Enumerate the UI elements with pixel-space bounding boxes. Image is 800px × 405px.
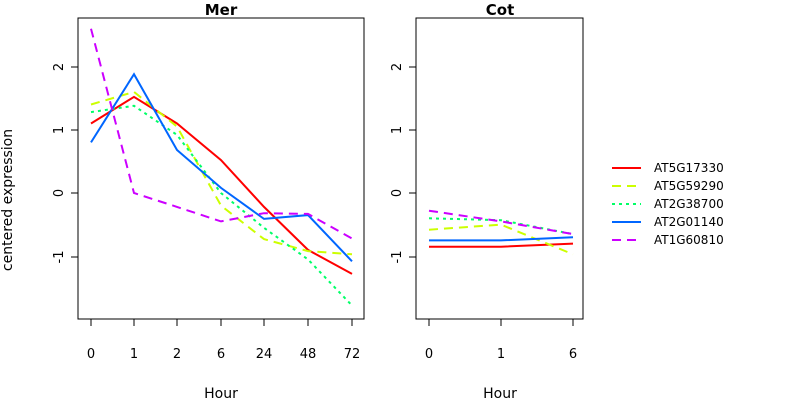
x-tick-label-mer-24: 24 (256, 347, 273, 362)
ticks-cot: 0 1 6 -1 0 1 2 (390, 63, 577, 362)
x-axis-label-cot: Hour (483, 386, 517, 400)
y-tick-label-cot-2: 2 (390, 63, 405, 71)
x-tick-label-cot-1: 1 (497, 347, 505, 362)
panel-mer: Mer Hour 0 1 2 6 24 48 72 -1 0 1 2 (52, 1, 365, 402)
x-tick-label-mer-2: 2 (173, 347, 181, 362)
series-line-mer-at5g17330 (90, 95, 353, 275)
x-tick-label-mer-6: 6 (217, 347, 225, 362)
x-axis-label-mer: Hour (204, 386, 238, 400)
series-line-mer-at1g60810 (90, 28, 353, 240)
legend-label-at5g17330: AT5G17330 (654, 161, 724, 175)
series-line-cot-at2g38700 (428, 217, 574, 236)
x-tick-label-cot-0: 0 (425, 347, 433, 362)
x-tick-label-mer-0: 0 (87, 347, 95, 362)
y-tick-label-cot-1: 1 (390, 126, 405, 134)
plot-frame-mer (77, 17, 365, 320)
series-line-mer-at5g59290 (90, 90, 353, 256)
x-tick-label-mer-48: 48 (300, 347, 317, 362)
y-tick-label-cot-0: 0 (390, 189, 405, 197)
legend-label-at2g38700: AT2G38700 (654, 197, 724, 211)
legend: AT5G17330 AT5G59290 AT2G38700 AT2G01140 AT1G… (612, 161, 724, 247)
panel-cot: Cot Hour 0 1 6 -1 0 1 2 (390, 1, 584, 402)
ticks-mer: 0 1 2 6 24 48 72 -1 0 1 2 (52, 63, 360, 362)
y-axis-label: centered expression (0, 129, 16, 271)
series-cot (428, 209, 574, 256)
y-tick-label-cot--1: -1 (390, 251, 405, 264)
series-line-cot-at2g01140 (429, 236, 574, 242)
panel-title-cot: Cot (486, 1, 514, 19)
y-tick-label-mer-0: 0 (52, 189, 67, 197)
x-tick-label-mer-72: 72 (344, 347, 361, 362)
plot-frame-cot (415, 17, 584, 320)
series-mer (90, 28, 353, 307)
series-line-mer-at2g38700 (90, 104, 353, 307)
legend-label-at5g59290: AT5G59290 (654, 179, 724, 193)
x-tick-label-cot-6: 6 (569, 347, 577, 362)
legend-label-at2g01140: AT2G01140 (654, 215, 724, 229)
series-line-cot-at1g60810 (428, 209, 574, 236)
series-line-cot-at5g59290 (428, 223, 574, 256)
panel-title-mer: Mer (205, 1, 238, 19)
x-tick-label-mer-1: 1 (130, 347, 138, 362)
series-line-mer-at2g01140 (90, 72, 353, 262)
y-tick-label-mer-1: 1 (52, 126, 67, 134)
legend-label-at1g60810: AT1G60810 (654, 233, 724, 247)
y-tick-label-mer--1: -1 (52, 251, 67, 264)
y-tick-label-mer-2: 2 (52, 63, 67, 71)
